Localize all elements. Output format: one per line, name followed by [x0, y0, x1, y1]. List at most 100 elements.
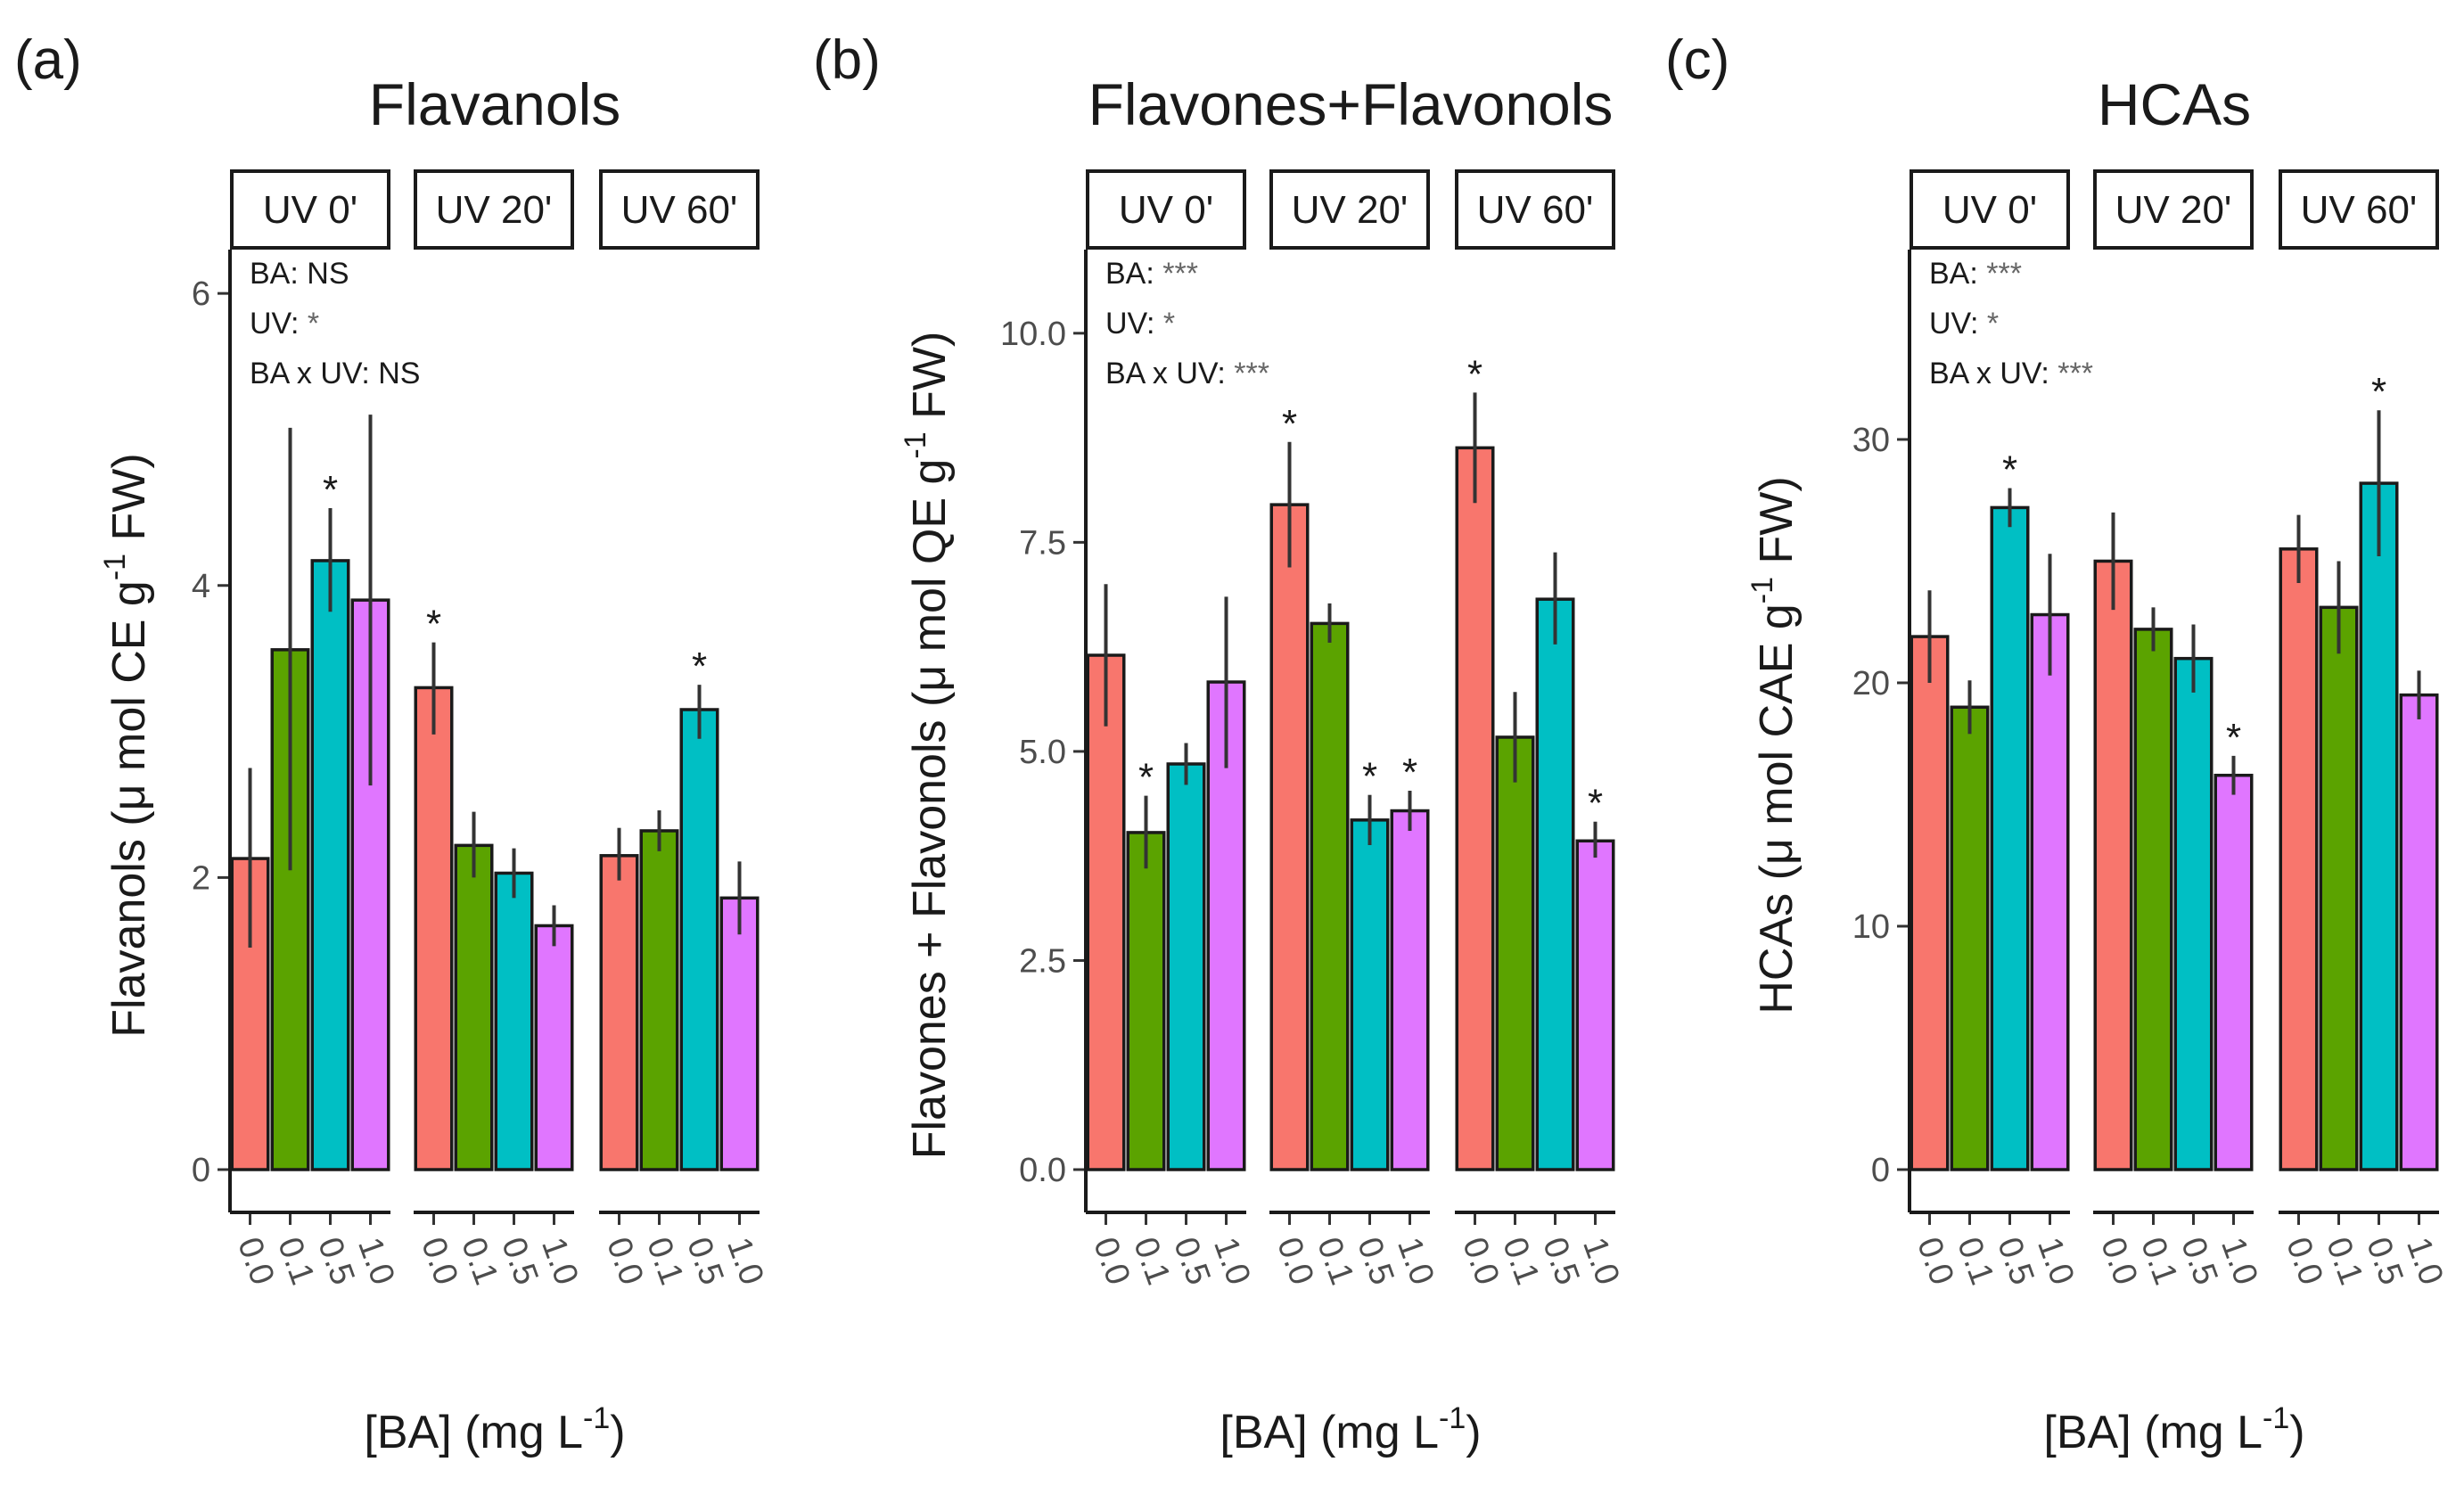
- bar: [494, 871, 534, 1171]
- stat-value: NS: [299, 257, 349, 291]
- stat-name: UV:: [1105, 307, 1154, 341]
- x-tick-label: 1.0: [2399, 1233, 2451, 1290]
- stat-line: BA x UV: ***: [1105, 357, 1269, 390]
- stat-value: *: [299, 307, 319, 341]
- facet-1: UV 20' 0.00.10.5 * 1.0: [2093, 169, 2265, 1290]
- x-tick-label: 0.5: [2359, 1233, 2411, 1290]
- bar: [1575, 839, 1615, 1171]
- stat-line: UV: *: [1929, 307, 1999, 341]
- x-tick-label: 0.5: [2173, 1233, 2225, 1290]
- y-tick-label: 2: [192, 859, 210, 897]
- x-tick-label: 0.5: [1990, 1233, 2041, 1290]
- facet-0: UV 0' 0.00.1 * 0.51.0: [230, 169, 402, 1290]
- stat-name: BA:: [1929, 257, 1978, 291]
- significance-star: *: [1402, 751, 1417, 794]
- x-tick-label: 0.1: [454, 1233, 505, 1290]
- bar: [1126, 831, 1166, 1171]
- bar: [2213, 773, 2254, 1171]
- facet-strip: [2279, 169, 2439, 250]
- x-axis-label: [BA] (mg L-1): [2043, 1401, 2304, 1458]
- bar: [310, 559, 350, 1171]
- facet-2: UV 60' 0.00.1 * 0.51.0: [2279, 169, 2451, 1290]
- facet-strip: [230, 169, 390, 250]
- stat-name: BA x UV:: [1105, 357, 1226, 390]
- chart-title: Flavanols: [369, 71, 620, 137]
- bar: [2399, 693, 2439, 1171]
- stat-value: *: [1154, 307, 1175, 341]
- panel-c: (c) HCAs 0 10 20 30 HCAs (μ mol CAE g-1 FW) UV …: [1665, 29, 2451, 1458]
- bar: [2279, 547, 2319, 1171]
- facet-strip: [2093, 169, 2254, 250]
- facet-strip-label: UV 60': [621, 188, 738, 232]
- stat-value: NS: [370, 357, 421, 390]
- stat-name: UV:: [1929, 307, 1978, 341]
- bar: [1166, 762, 1206, 1171]
- x-tick-label: 0.5: [1166, 1233, 1218, 1290]
- significance-star: *: [692, 645, 707, 688]
- bar: [1269, 503, 1310, 1171]
- x-tick-label: 0.1: [1950, 1233, 2001, 1290]
- y-tick-label: 10.0: [1000, 316, 1066, 353]
- chart-title: Flavones+Flavonols: [1088, 71, 1614, 137]
- bar: [1990, 505, 2030, 1171]
- x-tick-label: 0.0: [1910, 1233, 1961, 1290]
- facet-2: UV 60' 0.00.1 * 0.51.0: [599, 169, 771, 1290]
- facet-strip: [1086, 169, 1246, 250]
- significance-star: *: [2371, 370, 2386, 414]
- y-axis-label: Flavanols (μ mol CE g-1 FW): [98, 453, 155, 1037]
- bar: [2133, 628, 2173, 1171]
- y-tick-label: 10: [1852, 908, 1890, 946]
- bar: [414, 686, 454, 1171]
- x-tick-label: 1.0: [2030, 1233, 2082, 1290]
- x-tick-label: 0.0: [1269, 1233, 1321, 1290]
- y-axis-label: HCAs (μ mol CAE g-1 FW): [1745, 476, 1803, 1014]
- y-tick-label: 30: [1852, 422, 1890, 459]
- facet-strip: [1269, 169, 1430, 250]
- stat-name: UV:: [250, 307, 299, 341]
- y-axis-label: Flavones + Flavonols (μ mol QE g-1 FW): [899, 332, 956, 1160]
- y-tick-label: 7.5: [1019, 524, 1066, 562]
- x-tick-label: 0.1: [1310, 1233, 1361, 1290]
- x-tick-label: 1.0: [350, 1233, 402, 1290]
- bar: [639, 829, 679, 1171]
- stat-value: ***: [1226, 357, 1269, 390]
- stat-line: UV: *: [1105, 307, 1175, 341]
- stat-value: ***: [1978, 257, 2022, 291]
- y-tick-label: 0: [1871, 1152, 1890, 1189]
- panel-letter: (c): [1665, 29, 1729, 91]
- x-tick-label: 0.0: [599, 1233, 651, 1290]
- bar: [2173, 656, 2213, 1171]
- significance-star: *: [1467, 352, 1483, 396]
- x-axis-label: [BA] (mg L-1): [364, 1401, 625, 1458]
- facet-strip: [599, 169, 760, 250]
- y-tick-label: 0.0: [1019, 1152, 1066, 1189]
- x-tick-label: 1.0: [534, 1233, 586, 1290]
- stat-line: BA: ***: [1929, 257, 2022, 291]
- stat-line: UV: *: [250, 307, 319, 341]
- panel-letter: (a): [14, 29, 82, 91]
- stat-name: BA:: [250, 257, 299, 291]
- x-tick-label: 1.0: [1206, 1233, 1258, 1290]
- bar: [1495, 735, 1535, 1171]
- x-tick-label: 0.1: [2133, 1233, 2185, 1290]
- panel-letter: (b): [813, 29, 881, 91]
- bar: [1310, 621, 1350, 1171]
- facet-1: UV 20' * 0.00.10.51.0: [414, 169, 586, 1290]
- stat-value: ***: [2049, 357, 2093, 390]
- stat-value: *: [1978, 307, 1999, 341]
- x-tick-label: 0.1: [2319, 1233, 2370, 1290]
- chart-title: HCAs: [2098, 71, 2251, 137]
- bar: [599, 854, 639, 1171]
- x-tick-label: 1.0: [719, 1233, 771, 1290]
- x-tick-label: 0.5: [1350, 1233, 1401, 1290]
- x-tick-label: 0.1: [1495, 1233, 1547, 1290]
- stat-value: ***: [1154, 257, 1198, 291]
- panel-a: (a) Flavanols 0 2 4 6 Flavanols (μ mol CE g-1 …: [14, 29, 771, 1458]
- y-tick-label: 5.0: [1019, 734, 1066, 771]
- bar: [2359, 481, 2399, 1171]
- facet-strip: [414, 169, 574, 250]
- bar: [1535, 597, 1575, 1171]
- significance-star: *: [426, 603, 441, 646]
- x-tick-label: 0.0: [2279, 1233, 2330, 1290]
